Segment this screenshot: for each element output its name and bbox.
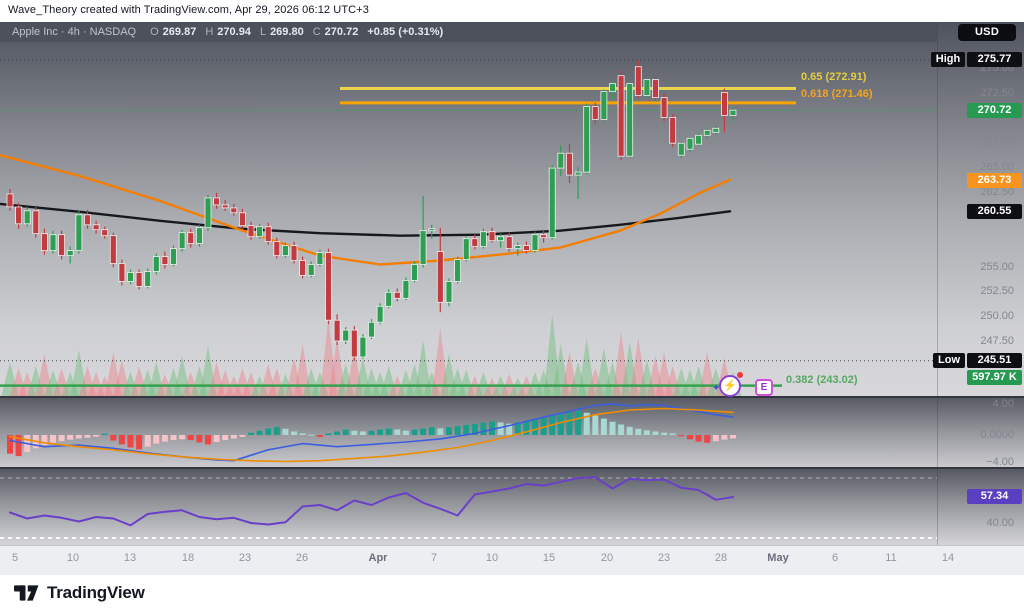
fib-0618-label: 0.618 (271.46) <box>801 88 873 100</box>
high-value: 270.94 <box>217 26 251 38</box>
tradingview-logo[interactable]: TradingView <box>14 582 145 604</box>
rsi-tick-label: 40.00 <box>986 517 1014 529</box>
macd-tick-label: 0.0000 <box>980 429 1014 441</box>
price-tick-label: 252.50 <box>980 285 1014 298</box>
rsi-pane[interactable] <box>0 468 1024 545</box>
event-marker-badge[interactable]: E <box>755 379 773 396</box>
black-ma-price-badge: 260.55 <box>967 204 1022 219</box>
close-label: C <box>312 26 321 38</box>
fib-065-label: 0.65 (272.91) <box>801 71 867 83</box>
lightning-refresh-icon: ⚡ <box>719 375 741 397</box>
macd-pane[interactable] <box>0 397 1024 468</box>
time-axis-label[interactable]: 23 <box>657 552 671 564</box>
tradingview-logo-icon <box>14 585 39 601</box>
volume-badge: 597.97 K <box>967 370 1022 385</box>
orange-ma-price-badge: 263.73 <box>967 173 1022 188</box>
sparkle-icon: ✦ <box>712 383 721 394</box>
close-value: 270.72 <box>324 26 359 38</box>
time-axis-label[interactable]: May <box>767 552 789 564</box>
refresh-alert-bubble[interactable]: ✦ ⚡ <box>712 372 743 401</box>
time-axis-label[interactable]: 10 <box>66 552 80 564</box>
time-axis-label[interactable]: 14 <box>941 552 955 564</box>
low-value: 269.80 <box>270 26 304 38</box>
price-tick-label: 267.50 <box>980 136 1014 149</box>
time-axis-label[interactable]: Apr <box>368 552 388 564</box>
session-low-value-badge: 245.51 <box>967 353 1022 368</box>
time-axis-label[interactable]: 26 <box>295 552 309 564</box>
notification-dot-icon <box>737 372 743 378</box>
open-label: O <box>150 26 159 38</box>
open-value: 269.87 <box>162 26 197 38</box>
time-axis-label[interactable]: 11 <box>885 552 897 564</box>
tradingview-brand-text: TradingView <box>47 583 145 602</box>
time-axis-label[interactable]: 7 <box>430 552 438 564</box>
fib-0382-label: 0.382 (243.02) <box>786 374 858 386</box>
time-axis-label[interactable]: 5 <box>11 552 19 564</box>
currency-button[interactable]: USD <box>958 24 1016 41</box>
time-axis-label[interactable]: 23 <box>238 552 252 564</box>
attribution-text: Wave_Theory created with TradingView.com… <box>8 4 369 16</box>
price-tick-label: 255.00 <box>980 260 1014 273</box>
time-axis[interactable] <box>0 545 1024 575</box>
footer-bar <box>0 575 1024 611</box>
price-tick-label: 272.50 <box>980 86 1014 99</box>
high-label: H <box>205 26 214 38</box>
last-price-badge: 270.72 <box>967 103 1022 118</box>
low-label: L <box>259 26 267 38</box>
macd-tick-label: 4.00 <box>992 398 1014 410</box>
symbol-title: Apple Inc · 4h · NASDAQ <box>12 26 137 38</box>
time-axis-label[interactable]: 13 <box>123 552 137 564</box>
time-axis-label[interactable]: 10 <box>485 552 499 564</box>
price-tick-label: 250.00 <box>980 310 1014 323</box>
change-value: +0.85 (+0.31%) <box>367 26 444 38</box>
session-high-chip: High <box>931 52 965 67</box>
time-axis-label[interactable]: 6 <box>831 552 839 564</box>
time-axis-label[interactable]: 28 <box>714 552 728 564</box>
session-high-value-badge: 275.77 <box>967 52 1022 67</box>
macd-tick-label: −4.00 <box>986 456 1014 468</box>
session-low-chip: Low <box>933 353 965 368</box>
time-axis-label[interactable]: 20 <box>600 552 614 564</box>
price-pane[interactable] <box>0 22 1024 397</box>
rsi-value-badge: 57.34 <box>967 489 1022 504</box>
price-scale-divider[interactable] <box>937 22 938 545</box>
chart-legend: Apple Inc · 4h · NASDAQ O 269.87 H 270.94 … <box>0 22 937 42</box>
price-tick-label: 247.50 <box>980 335 1014 347</box>
time-axis-label[interactable]: 15 <box>542 552 556 564</box>
time-axis-label[interactable]: 18 <box>181 552 195 564</box>
price-tick-label: 262.50 <box>980 185 1014 198</box>
price-tick-label: 265.00 <box>980 161 1014 174</box>
